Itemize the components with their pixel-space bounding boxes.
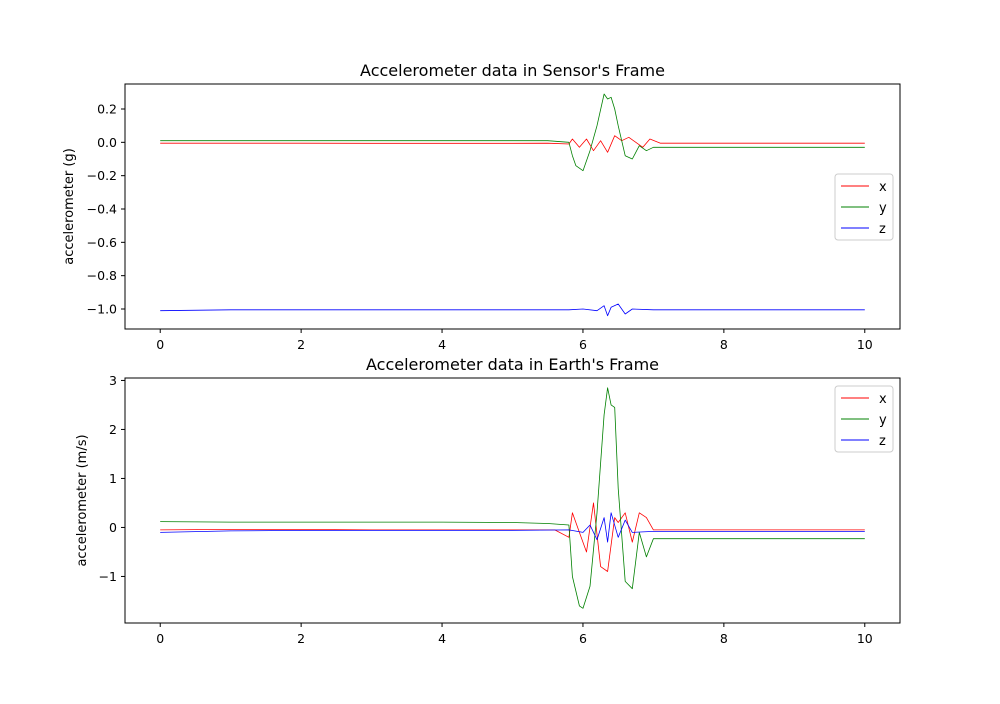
x-tick-label: 4 <box>438 631 446 646</box>
x-tick-label: 8 <box>720 631 728 646</box>
plot-area: 0 2 4 6 8 10 0.2 0.0 −0.2 −0.4 −0.6 −0.8 −1.0 xyz <box>87 83 901 352</box>
y-axis-label: accelerometer (g) <box>62 148 77 265</box>
legend-label-z: z <box>879 434 886 449</box>
x-tick-label: 0 <box>156 337 164 352</box>
legend-label-y: y <box>879 413 887 428</box>
series-line-z <box>160 512 865 543</box>
legend-label-x: x <box>879 180 887 195</box>
y-axis-label: accelerometer (m/s) <box>75 434 90 566</box>
chart-title: Accelerometer data in Sensor's Frame <box>360 61 665 80</box>
series-line-x <box>160 502 865 572</box>
chart-title: Accelerometer data in Earth's Frame <box>366 355 659 374</box>
x-tick-label: 6 <box>579 337 587 352</box>
legend-label-z: z <box>879 222 886 237</box>
series-line-z <box>160 303 865 317</box>
y-tick-label: −0.2 <box>87 168 117 183</box>
x-tick-label: 4 <box>438 337 446 352</box>
y-tick-label: 0.0 <box>97 135 117 150</box>
y-tick-label: 0.2 <box>97 102 117 117</box>
series-line-y <box>160 387 865 609</box>
y-tick-label: 1 <box>109 471 117 486</box>
y-tick-label: −1 <box>99 569 117 584</box>
y-tick-label: 3 <box>109 373 117 388</box>
y-tick-label: −0.6 <box>87 235 117 250</box>
x-tick-label: 2 <box>297 631 305 646</box>
legend: xyz <box>834 173 894 241</box>
legend: xyz <box>834 385 894 453</box>
x-tick-label: 0 <box>156 631 164 646</box>
x-tick-label: 6 <box>579 631 587 646</box>
legend-label-y: y <box>879 201 887 216</box>
legend-label-x: x <box>879 392 887 407</box>
y-tick-label: −0.8 <box>87 268 117 283</box>
y-tick-label: 2 <box>109 422 117 437</box>
y-tick-label: −0.4 <box>87 202 117 217</box>
x-tick-label: 10 <box>857 631 873 646</box>
x-tick-label: 2 <box>297 337 305 352</box>
sensor-frame-subplot: Accelerometer data in Sensor's Frame acc… <box>62 61 901 352</box>
y-tick-label: 0 <box>109 520 117 535</box>
x-tick-label: 8 <box>720 337 728 352</box>
earth-frame-subplot: Accelerometer data in Earth's Frame acce… <box>75 355 901 646</box>
series-line-y <box>160 93 865 172</box>
axes-frame <box>124 377 901 624</box>
series-line-x <box>160 135 865 153</box>
y-tick-label: −1.0 <box>87 302 117 317</box>
x-tick-label: 10 <box>857 337 873 352</box>
axes-frame <box>124 83 901 330</box>
